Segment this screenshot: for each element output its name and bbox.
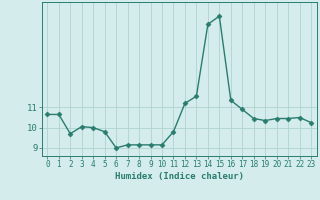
- X-axis label: Humidex (Indice chaleur): Humidex (Indice chaleur): [115, 172, 244, 181]
